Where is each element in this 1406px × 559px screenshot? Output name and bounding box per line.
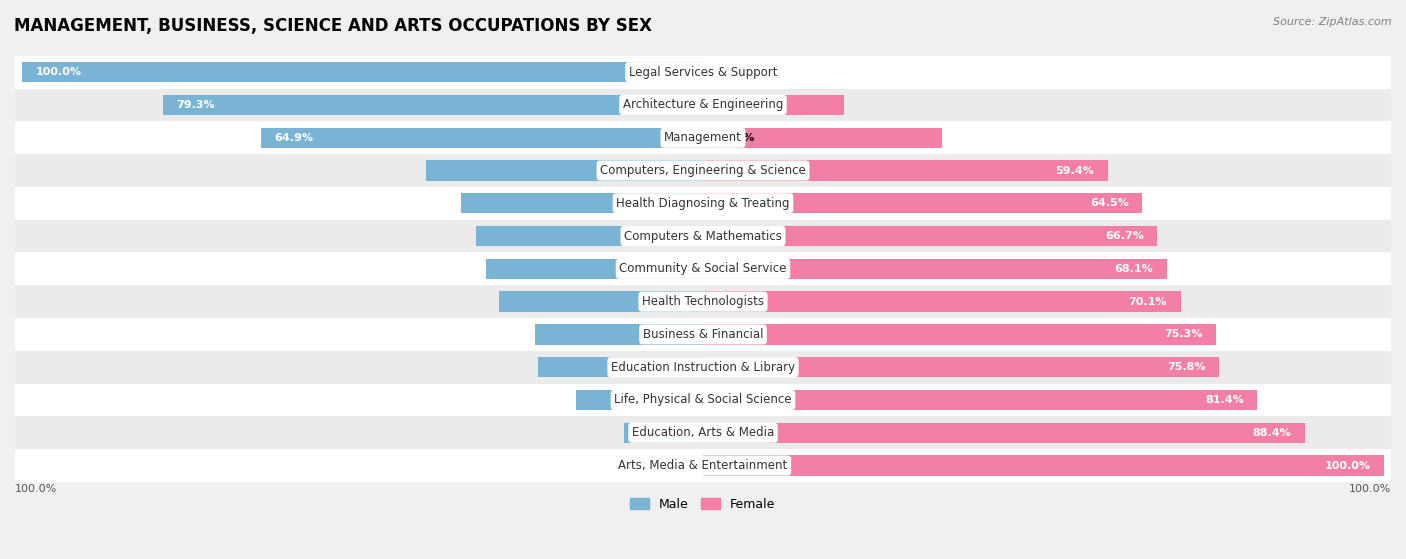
Text: MANAGEMENT, BUSINESS, SCIENCE AND ARTS OCCUPATIONS BY SEX: MANAGEMENT, BUSINESS, SCIENCE AND ARTS O… xyxy=(14,17,652,35)
Text: 75.3%: 75.3% xyxy=(1164,329,1202,339)
Bar xyxy=(703,456,1384,476)
Bar xyxy=(15,121,1391,154)
Text: 18.6%: 18.6% xyxy=(651,395,689,405)
Text: Business & Financial: Business & Financial xyxy=(643,328,763,341)
Text: 100.0%: 100.0% xyxy=(35,67,82,77)
Bar xyxy=(703,193,1142,214)
Text: Arts, Media & Entertainment: Arts, Media & Entertainment xyxy=(619,459,787,472)
Bar xyxy=(15,285,1391,318)
Bar xyxy=(15,449,1391,482)
Text: 11.6%: 11.6% xyxy=(651,428,689,438)
Text: 100.0%: 100.0% xyxy=(1324,461,1371,471)
Bar xyxy=(15,253,1391,285)
Text: 100.0%: 100.0% xyxy=(15,484,58,494)
Bar xyxy=(703,423,1305,443)
Text: Computers, Engineering & Science: Computers, Engineering & Science xyxy=(600,164,806,177)
Text: 24.7%: 24.7% xyxy=(651,329,689,339)
Bar xyxy=(703,226,1157,246)
Text: 70.1%: 70.1% xyxy=(1129,297,1167,307)
Bar xyxy=(15,56,1391,88)
Bar xyxy=(538,357,703,377)
Text: Education, Arts & Media: Education, Arts & Media xyxy=(631,427,775,439)
Text: Community & Social Service: Community & Social Service xyxy=(619,262,787,276)
Text: Legal Services & Support: Legal Services & Support xyxy=(628,65,778,79)
Legend: Male, Female: Male, Female xyxy=(626,493,780,516)
Text: 59.4%: 59.4% xyxy=(1056,165,1094,176)
Text: 64.9%: 64.9% xyxy=(274,132,314,143)
Bar xyxy=(703,127,942,148)
Bar xyxy=(624,423,703,443)
Bar xyxy=(15,351,1391,383)
Bar xyxy=(703,390,1257,410)
Bar xyxy=(163,95,703,115)
Bar xyxy=(426,160,703,181)
Text: 68.1%: 68.1% xyxy=(1115,264,1153,274)
Bar xyxy=(15,318,1391,351)
Bar xyxy=(485,259,703,279)
Bar xyxy=(15,220,1391,253)
Bar xyxy=(703,324,1216,344)
Text: 40.6%: 40.6% xyxy=(651,165,689,176)
Text: 66.7%: 66.7% xyxy=(1105,231,1143,241)
Text: Life, Physical & Social Science: Life, Physical & Social Science xyxy=(614,394,792,406)
Text: Source: ZipAtlas.com: Source: ZipAtlas.com xyxy=(1274,17,1392,27)
Text: 75.8%: 75.8% xyxy=(1167,362,1206,372)
Text: 0.0%: 0.0% xyxy=(710,67,741,77)
Bar xyxy=(703,160,1108,181)
Bar xyxy=(703,95,844,115)
Text: 20.7%: 20.7% xyxy=(717,100,755,110)
Bar xyxy=(534,324,703,344)
Bar xyxy=(15,88,1391,121)
Text: Health Technologists: Health Technologists xyxy=(643,295,763,308)
Text: 100.0%: 100.0% xyxy=(1348,484,1391,494)
Text: 81.4%: 81.4% xyxy=(1205,395,1244,405)
Bar xyxy=(703,291,1181,312)
Text: Education Instruction & Library: Education Instruction & Library xyxy=(612,361,794,373)
Text: Health Diagnosing & Treating: Health Diagnosing & Treating xyxy=(616,197,790,210)
Text: 79.3%: 79.3% xyxy=(176,100,215,110)
Text: 88.4%: 88.4% xyxy=(1253,428,1292,438)
Text: 33.3%: 33.3% xyxy=(651,231,689,241)
Text: 64.5%: 64.5% xyxy=(1090,198,1129,209)
Text: 30.0%: 30.0% xyxy=(651,297,689,307)
Bar xyxy=(499,291,703,312)
Text: Computers & Mathematics: Computers & Mathematics xyxy=(624,230,782,243)
Text: 31.9%: 31.9% xyxy=(651,264,689,274)
Text: Architecture & Engineering: Architecture & Engineering xyxy=(623,98,783,111)
Bar xyxy=(15,187,1391,220)
Text: Management: Management xyxy=(664,131,742,144)
Bar xyxy=(15,154,1391,187)
Bar xyxy=(22,62,703,82)
Bar xyxy=(461,193,703,214)
Bar xyxy=(703,357,1219,377)
Text: 35.1%: 35.1% xyxy=(717,132,755,143)
Bar xyxy=(15,416,1391,449)
Bar xyxy=(477,226,703,246)
Bar xyxy=(703,259,1167,279)
Text: 35.5%: 35.5% xyxy=(651,198,689,209)
Bar xyxy=(262,127,703,148)
Text: 24.2%: 24.2% xyxy=(651,362,689,372)
Text: 0.0%: 0.0% xyxy=(665,461,696,471)
Bar xyxy=(15,383,1391,416)
Bar xyxy=(576,390,703,410)
